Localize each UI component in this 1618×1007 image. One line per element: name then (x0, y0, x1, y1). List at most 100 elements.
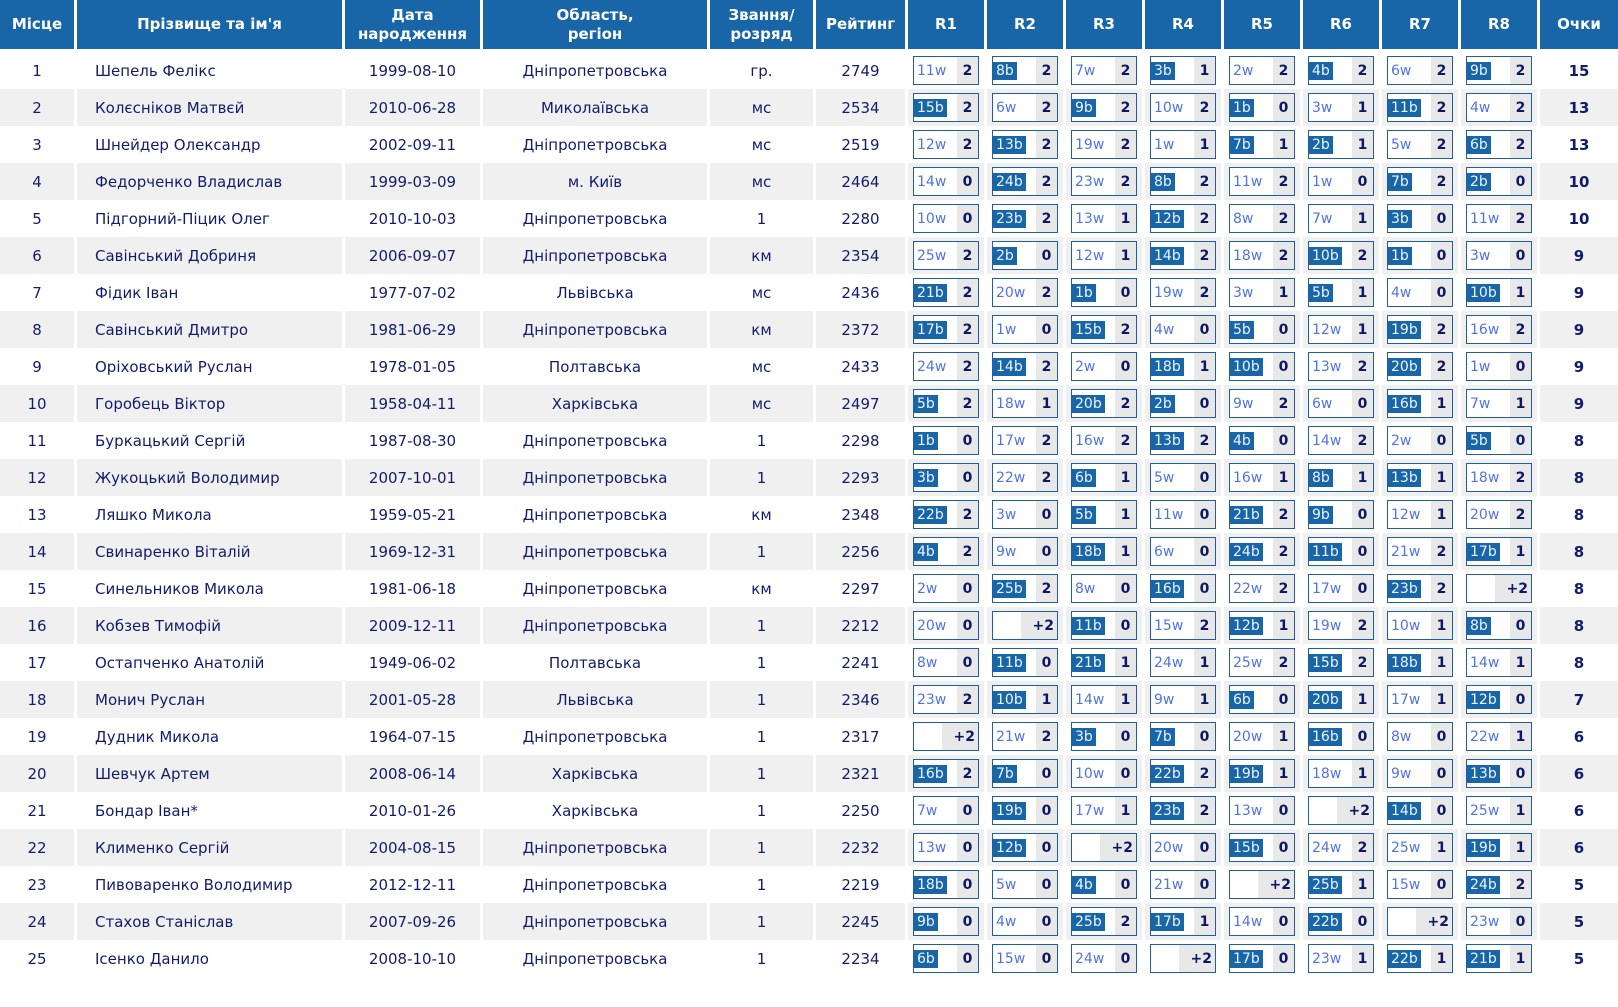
opponent-link[interactable]: 5b (1072, 505, 1096, 524)
opponent-link[interactable]: 15w (996, 950, 1026, 967)
opponent-link[interactable]: 17b (914, 320, 947, 339)
opponent-link[interactable]: 21w (996, 728, 1026, 745)
opponent-link[interactable]: 20b (1388, 357, 1421, 376)
opponent-link[interactable]: 10b (1309, 246, 1342, 265)
opponent-link[interactable]: 12b (1230, 616, 1263, 635)
opponent-link[interactable]: 18w (996, 395, 1026, 412)
opponent-link[interactable]: 7b (1388, 172, 1412, 191)
opponent-link[interactable]: 24b (1230, 542, 1263, 561)
opponent-link[interactable]: 12w (1391, 506, 1421, 523)
opponent-link[interactable]: 11b (1309, 542, 1342, 561)
opponent-link[interactable]: 18w (1312, 765, 1342, 782)
opponent-link[interactable]: 14w (1075, 691, 1105, 708)
opponent-link[interactable]: 9w (1154, 691, 1175, 708)
opponent-link[interactable]: 17w (996, 432, 1026, 449)
opponent-link[interactable]: 10w (917, 210, 947, 227)
opponent-link[interactable]: 14w (1312, 432, 1342, 449)
opponent-link[interactable]: 7w (1075, 62, 1096, 79)
opponent-link[interactable]: 6b (1230, 690, 1254, 709)
opponent-link[interactable]: 13b (1388, 468, 1421, 487)
opponent-link[interactable]: 21b (914, 283, 947, 302)
opponent-link[interactable]: 17w (1075, 802, 1105, 819)
opponent-link[interactable]: 1b (1072, 283, 1096, 302)
opponent-link[interactable]: 19b (1230, 764, 1263, 783)
opponent-link[interactable]: 1w (1312, 173, 1333, 190)
opponent-link[interactable]: 20w (996, 284, 1026, 301)
opponent-link[interactable]: 12w (1075, 247, 1105, 264)
opponent-link[interactable]: 5w (1154, 469, 1175, 486)
opponent-link[interactable]: 12w (1312, 321, 1342, 338)
opponent-link[interactable]: 13w (1312, 358, 1342, 375)
opponent-link[interactable]: 17b (1151, 912, 1184, 931)
opponent-link[interactable]: 13b (1151, 431, 1184, 450)
opponent-link[interactable]: 25w (1391, 839, 1421, 856)
opponent-link[interactable]: 7w (1470, 395, 1491, 412)
opponent-link[interactable]: 12w (917, 136, 947, 153)
opponent-link[interactable]: 17b (1467, 542, 1500, 561)
opponent-link[interactable]: 7w (917, 802, 938, 819)
opponent-link[interactable]: 25b (1072, 912, 1105, 931)
opponent-link[interactable]: 2w (1075, 358, 1096, 375)
opponent-link[interactable]: 24w (917, 358, 947, 375)
opponent-link[interactable]: 24b (993, 172, 1026, 191)
opponent-link[interactable]: 11w (1233, 173, 1263, 190)
opponent-link[interactable]: 5b (1467, 431, 1491, 450)
opponent-link[interactable]: 8b (1309, 468, 1333, 487)
opponent-link[interactable]: 12b (993, 838, 1026, 857)
opponent-link[interactable]: 5b (914, 394, 938, 413)
opponent-link[interactable]: 3w (996, 506, 1017, 523)
opponent-link[interactable]: 1w (1470, 358, 1491, 375)
opponent-link[interactable]: 7b (1230, 135, 1254, 154)
opponent-link[interactable]: 25b (993, 579, 1026, 598)
opponent-link[interactable]: 20w (917, 617, 947, 634)
opponent-link[interactable]: 2b (1309, 135, 1333, 154)
opponent-link[interactable]: 18b (1388, 653, 1421, 672)
opponent-link[interactable]: 16w (1233, 469, 1263, 486)
opponent-link[interactable]: 21w (1391, 543, 1421, 560)
opponent-link[interactable]: 15w (1391, 876, 1421, 893)
opponent-link[interactable]: 6w (1312, 395, 1333, 412)
opponent-link[interactable]: 6w (1391, 62, 1412, 79)
opponent-link[interactable]: 13w (917, 839, 947, 856)
opponent-link[interactable]: 3b (1072, 727, 1096, 746)
opponent-link[interactable]: 12b (1467, 690, 1500, 709)
opponent-link[interactable]: 6b (914, 949, 938, 968)
opponent-link[interactable]: 16w (1470, 321, 1500, 338)
opponent-link[interactable]: 22b (914, 505, 947, 524)
opponent-link[interactable]: 9w (1233, 395, 1254, 412)
opponent-link[interactable]: 15b (1309, 653, 1342, 672)
opponent-link[interactable]: 14w (917, 173, 947, 190)
opponent-link[interactable]: 18w (1470, 469, 1500, 486)
opponent-link[interactable]: 8b (1151, 172, 1175, 191)
opponent-link[interactable]: 12b (1151, 209, 1184, 228)
opponent-link[interactable]: 13w (1233, 802, 1263, 819)
opponent-link[interactable]: 9b (1309, 505, 1333, 524)
opponent-link[interactable]: 3b (1388, 209, 1412, 228)
opponent-link[interactable]: 9b (1072, 98, 1096, 117)
opponent-link[interactable]: 4w (1470, 99, 1491, 116)
opponent-link[interactable]: 6w (1154, 543, 1175, 560)
opponent-link[interactable]: 25w (1470, 802, 1500, 819)
opponent-link[interactable]: 3w (1312, 99, 1333, 116)
opponent-link[interactable]: 24b (1467, 875, 1500, 894)
opponent-link[interactable]: 22w (1233, 580, 1263, 597)
opponent-link[interactable]: 23b (1151, 801, 1184, 820)
opponent-link[interactable]: 11b (1072, 616, 1105, 635)
opponent-link[interactable]: 2w (1391, 432, 1412, 449)
opponent-link[interactable]: 9w (1391, 765, 1412, 782)
opponent-link[interactable]: 5w (1391, 136, 1412, 153)
opponent-link[interactable]: 11b (993, 653, 1026, 672)
opponent-link[interactable]: 3b (1151, 61, 1175, 80)
opponent-link[interactable]: 20w (1470, 506, 1500, 523)
opponent-link[interactable]: 15w (1154, 617, 1184, 634)
opponent-link[interactable]: 21b (1467, 949, 1500, 968)
opponent-link[interactable]: 22b (1388, 949, 1421, 968)
opponent-link[interactable]: 8b (1467, 616, 1491, 635)
opponent-link[interactable]: 20w (1233, 728, 1263, 745)
opponent-link[interactable]: 19w (1312, 617, 1342, 634)
opponent-link[interactable]: 18b (1151, 357, 1184, 376)
opponent-link[interactable]: 3w (1233, 284, 1254, 301)
opponent-link[interactable]: 22b (1151, 764, 1184, 783)
opponent-link[interactable]: 4b (1309, 61, 1333, 80)
opponent-link[interactable]: 9w (996, 543, 1017, 560)
